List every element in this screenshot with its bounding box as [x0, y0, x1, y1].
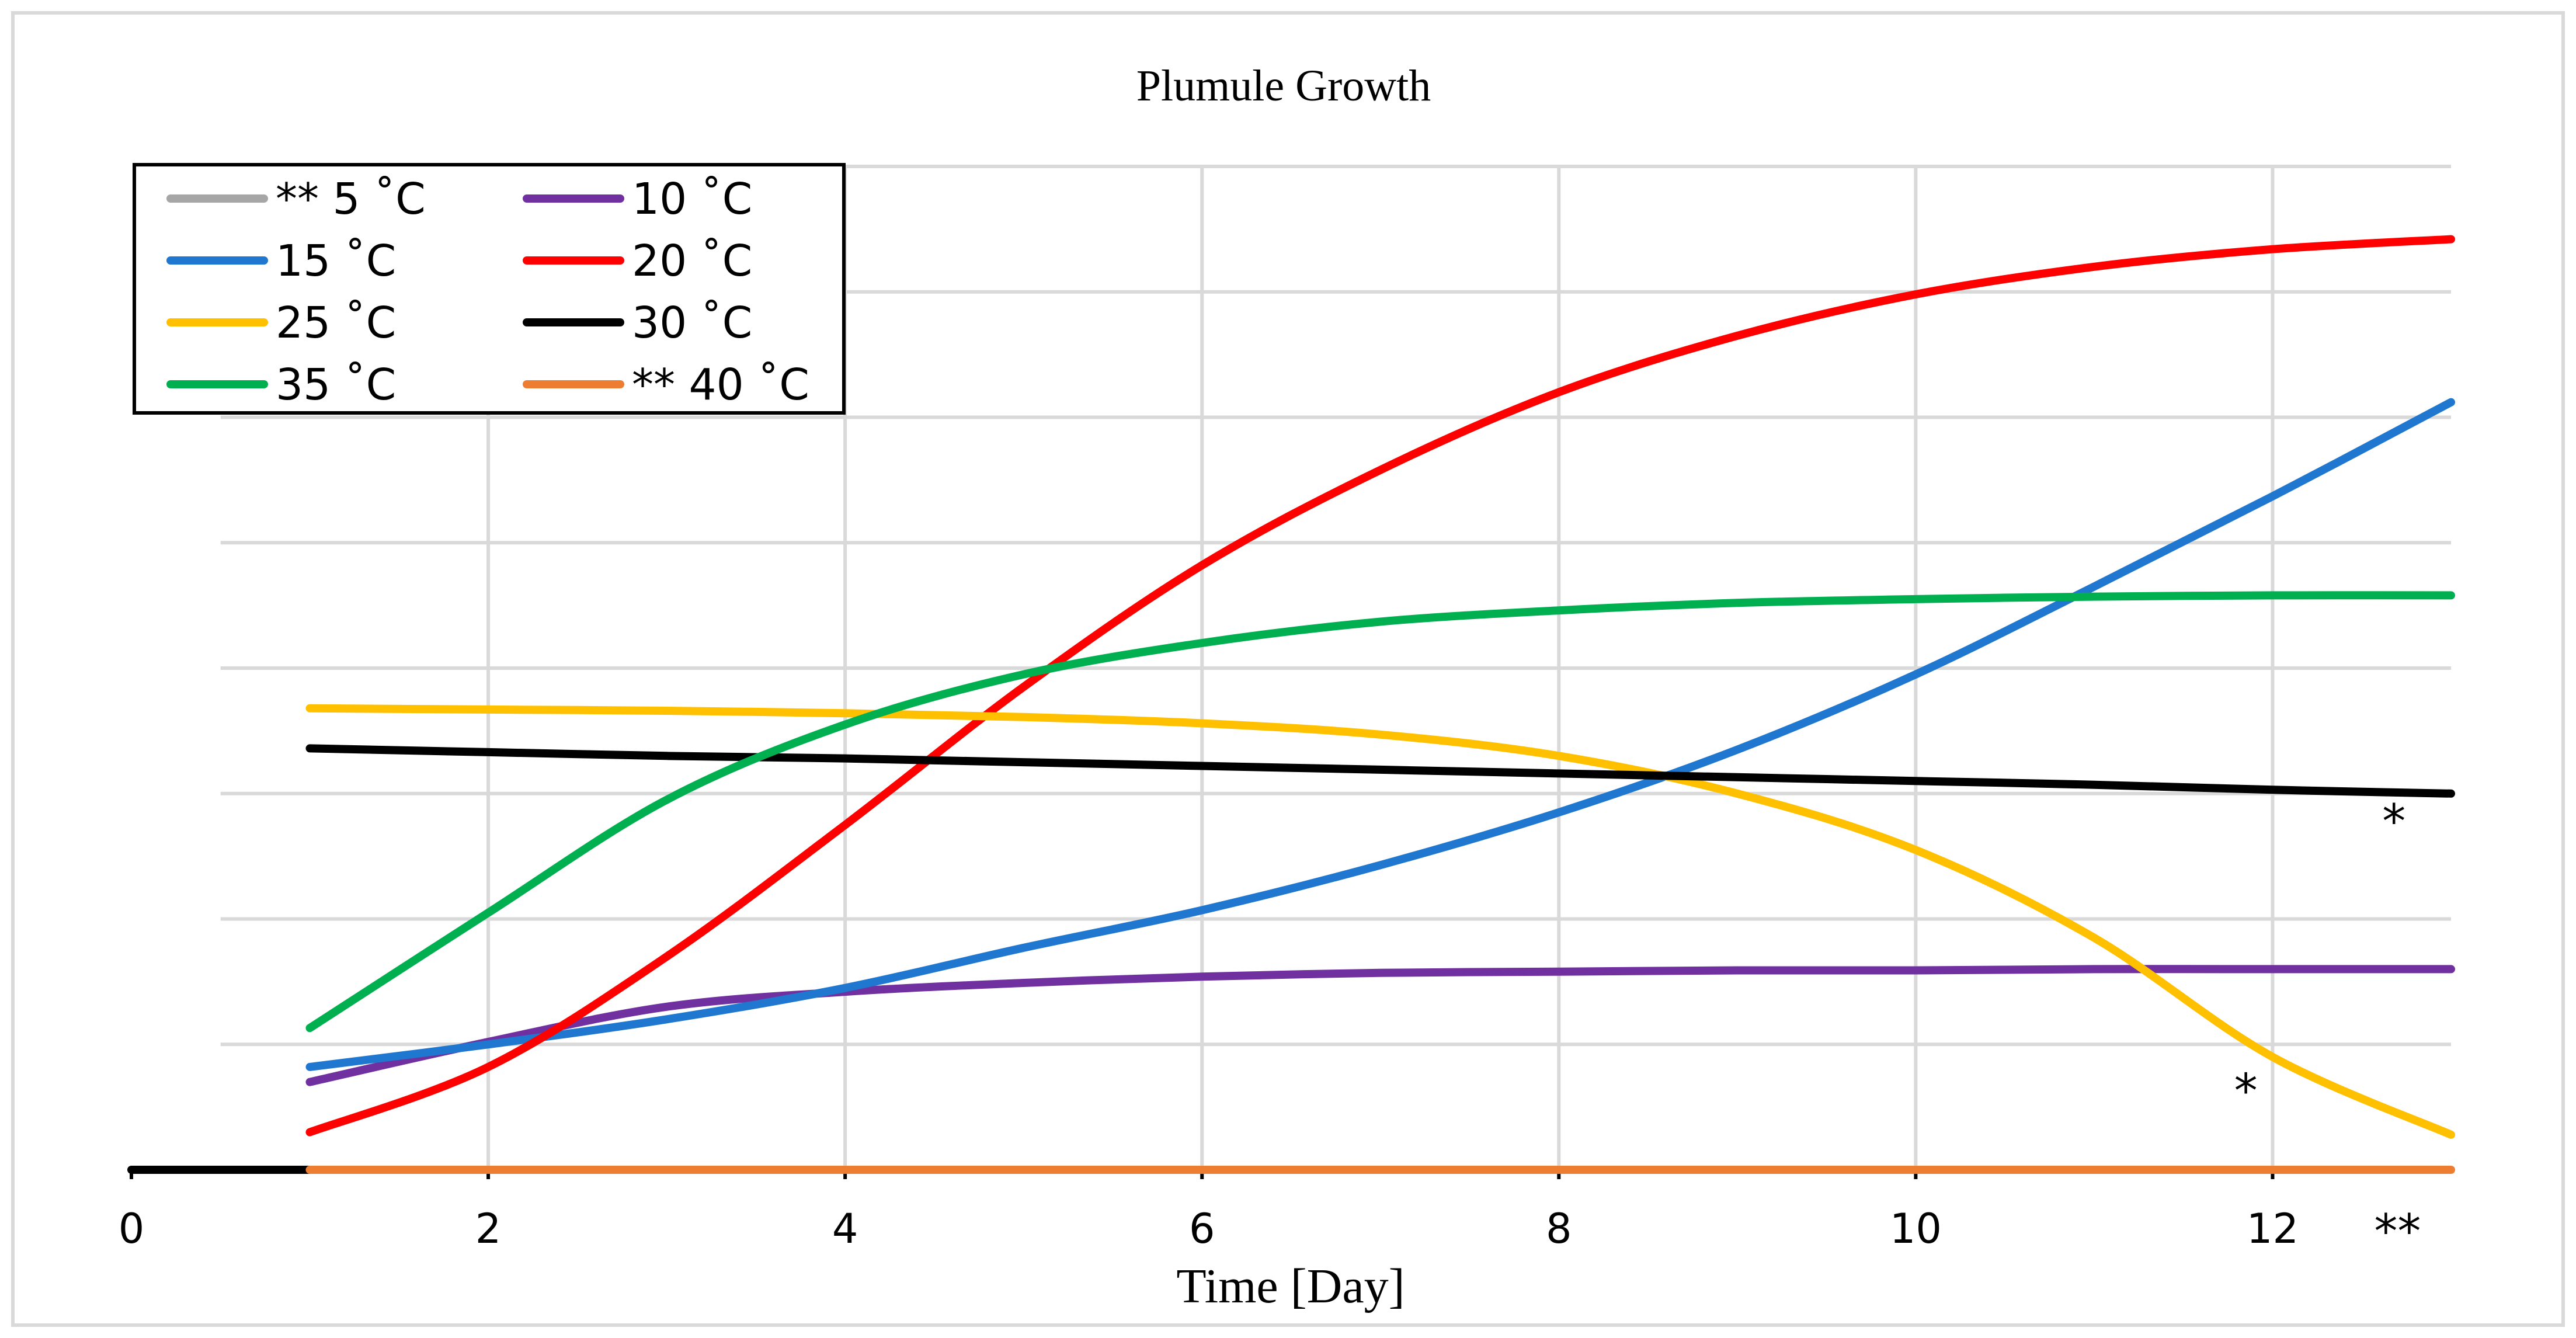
x-tick-label-5: 10 — [1890, 1205, 1942, 1253]
legend: ** 5 ˚C 10 ˚C 15 ˚C 20 ˚C 25 ˚C 30 ˚C 35 ˚C ** … — [133, 163, 846, 415]
x-tick-label-6: 12 — [2247, 1205, 2299, 1253]
legend-label-5: 30 ˚C — [632, 298, 752, 348]
legend-label-1: 10 ˚C — [632, 174, 752, 224]
annotation-layer: **** — [2234, 794, 2421, 1259]
annotation-2: ** — [2374, 1204, 2421, 1259]
series-line-3 — [305, 235, 2455, 1137]
x-tick-label-1: 2 — [475, 1205, 502, 1253]
series-line-2 — [305, 398, 2455, 1071]
series-line-1 — [305, 965, 2455, 1086]
legend-label-4: 25 ˚C — [276, 298, 396, 348]
legend-label-7: ** 40 ˚C — [632, 360, 809, 410]
legend-label-0: ** 5 ˚C — [276, 174, 426, 224]
chart-title: Plumule Growth — [1136, 61, 1431, 110]
series-line-4 — [305, 704, 2455, 1139]
x-axis-label: Time [Day] — [1176, 1259, 1405, 1313]
annotation-1: * — [2234, 1064, 2258, 1118]
legend-label-2: 15 ˚C — [276, 236, 396, 286]
series-line-5 — [305, 744, 2455, 798]
annotation-0: * — [2382, 794, 2405, 849]
legend-label-6: 35 ˚C — [276, 360, 396, 410]
x-tick-label-4: 8 — [1546, 1205, 1572, 1253]
series-layer — [127, 235, 2455, 1174]
x-tick-label-0: 0 — [119, 1205, 145, 1253]
legend-label-3: 20 ˚C — [632, 236, 752, 286]
x-tick-label-3: 6 — [1189, 1205, 1215, 1253]
x-tick-label-2: 4 — [832, 1205, 858, 1253]
series-line-6 — [305, 591, 2455, 1033]
legend-box — [133, 163, 846, 415]
